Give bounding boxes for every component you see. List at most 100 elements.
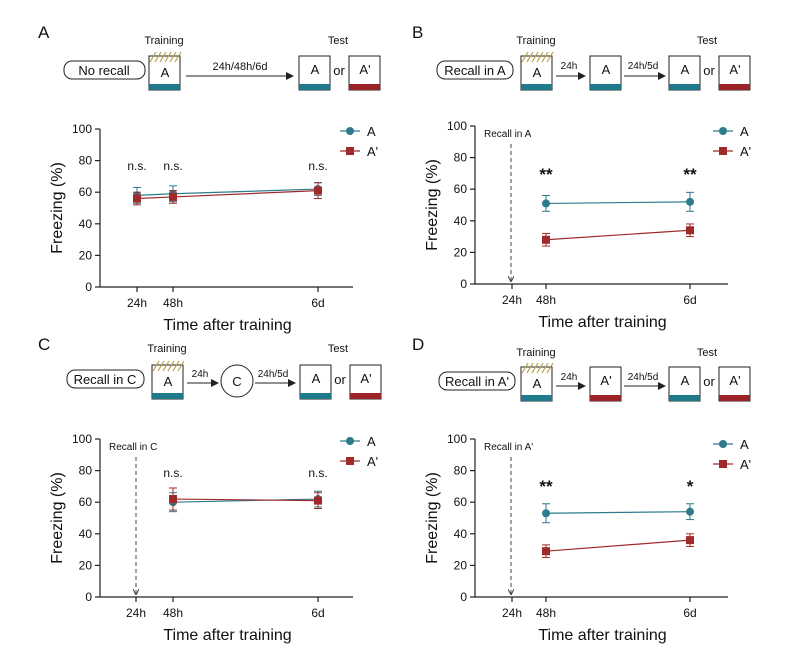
- y-axis-title: Freezing (%): [424, 472, 441, 564]
- delay-label: 24h/5d: [628, 372, 659, 383]
- svg-text:A: A: [164, 374, 173, 389]
- test-box-Aprime: A': [718, 366, 751, 402]
- significance-label: **: [539, 477, 553, 496]
- y-tick-label: 20: [454, 245, 468, 259]
- legend-marker-Aprime: [719, 147, 727, 155]
- significance-label: n.s.: [127, 159, 146, 173]
- test-box-A: A: [668, 55, 701, 91]
- svg-text:A: A: [311, 62, 320, 77]
- training-label: Training: [516, 347, 555, 359]
- y-tick-label: 0: [85, 280, 92, 294]
- svg-text:A: A: [161, 65, 170, 80]
- svg-text:A': A': [729, 373, 740, 388]
- x-tick-label: 24h: [502, 293, 522, 307]
- y-tick-label: 20: [79, 558, 93, 572]
- x-tick-label: 48h: [536, 606, 556, 620]
- shock-hatch-icon: [521, 362, 554, 374]
- test-box-A: A: [298, 55, 331, 91]
- svg-text:C: C: [232, 374, 241, 389]
- data-point-A: [686, 197, 694, 206]
- chart-panel-A: 0 20 40 60 80 100 24h 48h 6d Freezing (%) Time aft…: [49, 122, 378, 334]
- condition-pill: [436, 60, 514, 80]
- x-tick-label: 6d: [683, 293, 696, 307]
- y-tick-label: 0: [460, 277, 467, 291]
- svg-text:A': A': [600, 373, 611, 388]
- significance-label: **: [683, 165, 697, 184]
- x-tick-label: 6d: [311, 296, 324, 310]
- panel-letter-C: C: [38, 335, 50, 354]
- training-box: A: [148, 51, 182, 91]
- data-point-Aprime: [169, 192, 177, 201]
- x-tick-label: 24h: [127, 296, 147, 310]
- series-line-Aprime: [545, 229, 691, 241]
- data-point-A: [542, 509, 550, 518]
- y-tick-label: 0: [460, 590, 467, 604]
- legend-marker-A: [346, 127, 354, 135]
- x-axis-title: Time after training: [163, 317, 291, 334]
- recall-marker-label: Recall in C: [109, 442, 157, 453]
- delay-label: 24h/5d: [258, 369, 289, 380]
- delay-label: 24h: [192, 369, 209, 380]
- y-tick-label: 40: [454, 527, 468, 541]
- y-axis-title: Freezing (%): [49, 472, 66, 564]
- legend-label: A: [367, 124, 376, 139]
- y-tick-label: 40: [79, 217, 93, 231]
- test-box-A: A: [668, 366, 701, 402]
- significance-label: n.s.: [308, 159, 327, 173]
- or-label: or: [703, 63, 715, 78]
- legend-marker-A: [719, 127, 727, 135]
- y-tick-label: 60: [454, 182, 468, 196]
- y-tick-label: 60: [79, 185, 93, 199]
- condition-pill: [438, 371, 516, 391]
- legend-label: A': [740, 457, 751, 472]
- x-tick-label: 48h: [536, 293, 556, 307]
- schematic-A: No recall Training A 24h/48h/6d Test A o…: [63, 35, 381, 91]
- recall-marker-label: Recall in A: [484, 129, 532, 140]
- shock-hatch-icon: [149, 51, 182, 63]
- x-tick-label: 6d: [683, 606, 696, 620]
- y-tick-label: 60: [79, 495, 93, 509]
- condition-pill-label: Recall in A': [445, 374, 509, 389]
- or-label: or: [334, 372, 346, 387]
- svg-text:A': A': [729, 62, 740, 77]
- y-tick-label: 80: [454, 464, 468, 478]
- training-label: Training: [144, 35, 183, 47]
- panel-letter-A: A: [38, 23, 50, 42]
- data-point-A: [686, 507, 694, 516]
- legend-label: A: [367, 434, 376, 449]
- test-box-Aprime: A': [348, 55, 381, 91]
- y-tick-label: 100: [72, 122, 92, 136]
- y-tick-label: 80: [79, 464, 93, 478]
- recall-box: A': [589, 366, 622, 402]
- x-tick-label: 48h: [163, 296, 183, 310]
- legend-marker-A: [719, 440, 727, 448]
- significance-label: *: [687, 477, 694, 496]
- legend-marker-Aprime: [346, 457, 354, 465]
- svg-text:A: A: [602, 62, 611, 77]
- legend-label: A: [740, 124, 749, 139]
- legend-marker-Aprime: [719, 460, 727, 468]
- panel-letter-D: D: [412, 335, 424, 354]
- test-label: Test: [328, 343, 348, 355]
- schematic-D: Recall in A' Training A 24h A' 24h/5d Te…: [438, 347, 751, 402]
- y-tick-label: 0: [85, 590, 92, 604]
- y-tick-label: 100: [447, 119, 467, 133]
- significance-label: **: [539, 165, 553, 184]
- condition-pill: [66, 369, 145, 389]
- data-point-Aprime: [314, 496, 322, 505]
- svg-text:A: A: [681, 62, 690, 77]
- delay-label: 24h: [561, 372, 578, 383]
- chart-panel-B: 0 20 40 60 80 100 24h 48h 6d Freezing (%) Time aft…: [424, 119, 751, 331]
- significance-label: n.s.: [163, 159, 182, 173]
- y-tick-label: 100: [72, 432, 92, 446]
- panel-letter-B: B: [412, 23, 423, 42]
- x-axis-title: Time after training: [163, 627, 291, 644]
- data-point-Aprime: [133, 194, 141, 203]
- svg-text:A': A': [359, 62, 370, 77]
- legend-marker-Aprime: [346, 147, 354, 155]
- training-label: Training: [147, 343, 186, 355]
- recall-marker-label: Recall in A': [484, 442, 533, 453]
- or-label: or: [703, 374, 715, 389]
- shock-hatch-icon: [152, 360, 185, 372]
